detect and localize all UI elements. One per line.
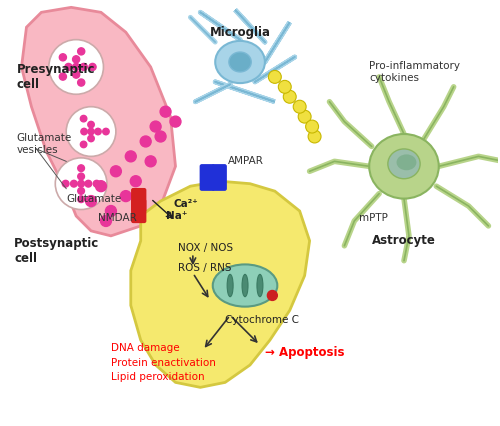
Circle shape xyxy=(85,180,91,187)
Circle shape xyxy=(80,63,88,71)
Circle shape xyxy=(100,216,112,226)
Circle shape xyxy=(78,48,85,55)
Ellipse shape xyxy=(369,134,439,199)
Text: Astrocyte: Astrocyte xyxy=(372,234,436,248)
FancyBboxPatch shape xyxy=(200,165,214,190)
Ellipse shape xyxy=(396,154,416,170)
Circle shape xyxy=(155,131,166,142)
Circle shape xyxy=(78,180,84,187)
Circle shape xyxy=(268,70,281,83)
Ellipse shape xyxy=(388,149,420,179)
Ellipse shape xyxy=(257,274,263,296)
Circle shape xyxy=(80,141,87,148)
Circle shape xyxy=(145,156,156,167)
Circle shape xyxy=(86,196,96,207)
Circle shape xyxy=(70,180,77,187)
Circle shape xyxy=(284,90,296,103)
Ellipse shape xyxy=(229,52,251,72)
Text: Presynaptic
cell: Presynaptic cell xyxy=(16,63,95,91)
Circle shape xyxy=(306,120,318,133)
Text: → Apoptosis: → Apoptosis xyxy=(265,346,344,359)
Text: Na⁺: Na⁺ xyxy=(166,211,187,221)
Circle shape xyxy=(102,128,109,135)
Circle shape xyxy=(72,63,80,71)
Circle shape xyxy=(95,128,101,135)
FancyBboxPatch shape xyxy=(132,189,145,212)
FancyBboxPatch shape xyxy=(132,200,145,222)
Circle shape xyxy=(140,136,151,147)
Circle shape xyxy=(88,121,94,128)
Text: Protein enactivation: Protein enactivation xyxy=(111,357,216,368)
Circle shape xyxy=(298,110,311,123)
Circle shape xyxy=(66,106,116,156)
Ellipse shape xyxy=(242,274,248,296)
Ellipse shape xyxy=(227,274,233,296)
Text: DNA damage: DNA damage xyxy=(111,343,180,353)
Circle shape xyxy=(89,63,96,71)
Text: Postsynaptic
cell: Postsynaptic cell xyxy=(14,237,100,265)
Circle shape xyxy=(268,291,278,300)
Circle shape xyxy=(93,180,100,187)
Circle shape xyxy=(60,54,66,61)
Text: Pro-inflammatory
cytokines: Pro-inflammatory cytokines xyxy=(369,61,460,83)
Circle shape xyxy=(62,180,69,187)
FancyBboxPatch shape xyxy=(212,165,226,190)
Text: Ca²⁺: Ca²⁺ xyxy=(173,199,198,209)
Circle shape xyxy=(81,128,87,135)
Ellipse shape xyxy=(215,41,265,83)
Circle shape xyxy=(88,128,94,135)
Text: AMPAR: AMPAR xyxy=(228,156,264,166)
Text: Cytochrome C: Cytochrome C xyxy=(225,315,299,325)
Polygon shape xyxy=(22,7,176,236)
Circle shape xyxy=(49,40,104,94)
Circle shape xyxy=(308,130,321,143)
Circle shape xyxy=(78,187,84,194)
Circle shape xyxy=(56,158,107,210)
Text: NOX / NOS: NOX / NOS xyxy=(178,243,233,253)
Circle shape xyxy=(96,181,106,192)
Circle shape xyxy=(72,56,80,63)
Ellipse shape xyxy=(212,265,278,307)
Circle shape xyxy=(80,115,87,122)
Circle shape xyxy=(293,100,306,113)
Circle shape xyxy=(278,81,291,93)
Circle shape xyxy=(126,151,136,162)
Circle shape xyxy=(120,191,132,201)
Circle shape xyxy=(106,206,117,216)
Circle shape xyxy=(110,166,122,177)
Circle shape xyxy=(65,63,72,71)
Circle shape xyxy=(170,116,181,127)
Circle shape xyxy=(78,173,84,180)
Text: ROS / RNS: ROS / RNS xyxy=(178,263,232,273)
Text: mPTP: mPTP xyxy=(360,213,388,224)
Circle shape xyxy=(78,196,84,202)
Text: Glutamate
vesicles: Glutamate vesicles xyxy=(16,133,72,155)
Polygon shape xyxy=(131,181,310,387)
Circle shape xyxy=(60,73,66,80)
Circle shape xyxy=(160,106,171,117)
Text: Glutamate: Glutamate xyxy=(66,193,122,204)
Circle shape xyxy=(130,176,141,187)
Circle shape xyxy=(150,121,161,132)
Circle shape xyxy=(78,165,84,172)
Circle shape xyxy=(72,71,80,78)
Text: Microglia: Microglia xyxy=(210,26,270,39)
Circle shape xyxy=(78,79,85,86)
Text: NMDAR: NMDAR xyxy=(98,213,137,224)
Circle shape xyxy=(88,135,94,142)
Text: Lipid peroxidation: Lipid peroxidation xyxy=(111,372,204,383)
